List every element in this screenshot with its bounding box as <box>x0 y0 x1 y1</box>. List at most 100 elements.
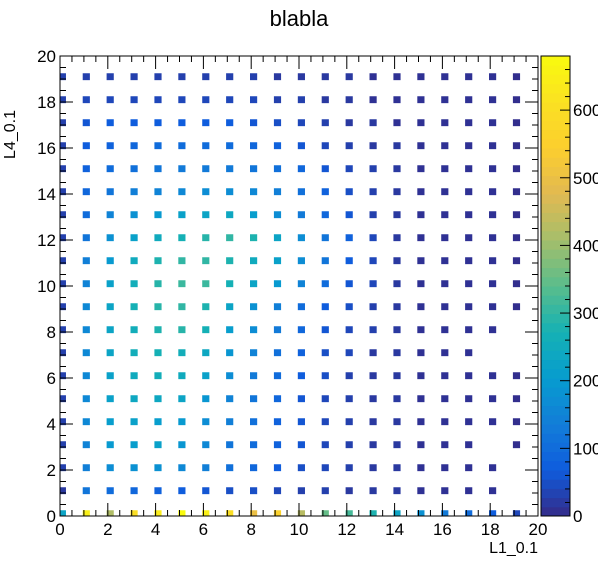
heatmap-cell <box>369 349 377 357</box>
heatmap-cell <box>60 165 66 173</box>
heatmap-cell <box>202 395 210 403</box>
heatmap-cell <box>441 96 449 104</box>
heatmap-cell <box>465 73 473 81</box>
y-tick-label: 2 <box>47 461 56 480</box>
heatmap-cell <box>178 96 186 104</box>
heatmap-cell <box>154 395 162 403</box>
heatmap-cell <box>512 303 521 311</box>
heatmap-cell <box>441 372 449 380</box>
heatmap-cell <box>321 372 329 380</box>
heatmap-cells <box>60 73 521 516</box>
heatmap-cell <box>82 487 90 495</box>
heatmap-cell <box>297 188 305 196</box>
heatmap-cell <box>345 303 353 311</box>
heatmap-cell <box>345 188 353 196</box>
heatmap-cell <box>273 73 282 81</box>
heatmap-cell <box>250 464 258 472</box>
colorbar-band <box>541 148 570 158</box>
heatmap-cell <box>512 510 521 516</box>
heatmap-cell <box>273 303 282 311</box>
x-tick-label: 10 <box>290 520 309 539</box>
y-axis: 0 2 4 6 8 10 12 14 16 18 20 <box>37 47 538 526</box>
colorbar-band <box>541 414 570 425</box>
heatmap-cell <box>369 487 377 495</box>
heatmap-cell <box>273 510 282 516</box>
heatmap-cell <box>369 188 377 196</box>
heatmap-cell <box>345 119 353 127</box>
heatmap-cell <box>393 165 401 173</box>
heatmap-cell <box>489 510 497 516</box>
heatmap-cell <box>417 510 425 516</box>
heatmap-cell <box>369 73 377 81</box>
heatmap-cell <box>489 326 497 334</box>
heatmap-cell <box>178 349 186 357</box>
colorbar-tick-label: 200 <box>573 372 598 391</box>
heatmap-cell <box>82 73 90 81</box>
colorbar-band <box>541 424 570 434</box>
heatmap-cell <box>297 418 305 426</box>
colorbar-tick-label: 100 <box>573 439 598 458</box>
heatmap-cell <box>369 418 377 426</box>
heatmap-cell <box>297 395 305 403</box>
colorbar-band <box>541 506 570 517</box>
heatmap-cell <box>321 280 329 288</box>
heatmap-cell <box>417 96 425 104</box>
x-tick-label: 12 <box>337 520 356 539</box>
heatmap-cell <box>512 395 521 403</box>
heatmap-cell <box>512 211 521 219</box>
heatmap-cell <box>250 119 258 127</box>
heatmap-cell <box>321 73 329 81</box>
heatmap-cell <box>60 395 66 403</box>
colorbar-band <box>541 203 570 213</box>
heatmap-cell <box>512 119 521 127</box>
y-tick-label: 10 <box>37 277 56 296</box>
x-tick-label: 18 <box>481 520 500 539</box>
heatmap-cell <box>178 142 186 150</box>
heatmap-cell <box>465 165 473 173</box>
colorbar-band <box>541 470 570 480</box>
heatmap-cell <box>321 142 329 150</box>
heatmap-cell <box>250 510 258 516</box>
colorbar-tick-label: 500 <box>573 169 598 188</box>
heatmap-cell <box>369 234 377 242</box>
heatmap-cell <box>489 73 497 81</box>
heatmap-cell <box>393 349 401 357</box>
heatmap-cell <box>106 349 114 357</box>
colorbar-band <box>541 286 570 296</box>
colorbar-band <box>541 194 570 204</box>
heatmap-cell <box>441 188 449 196</box>
heatmap-cell <box>393 372 401 380</box>
heatmap-cell <box>178 165 186 173</box>
heatmap-cell <box>82 349 90 357</box>
y-tick-label: 12 <box>37 231 56 250</box>
heatmap-cell <box>393 441 401 449</box>
heatmap-cell <box>417 211 425 219</box>
heatmap-cell <box>297 211 305 219</box>
heatmap-cell <box>489 487 497 495</box>
heatmap-cell <box>345 96 353 104</box>
heatmap-cell <box>202 119 210 127</box>
heatmap-cell <box>202 188 210 196</box>
heatmap-cell <box>60 96 66 104</box>
colorbar-band <box>541 92 570 103</box>
heatmap-cell <box>202 211 210 219</box>
colorbar-band <box>541 276 570 287</box>
heatmap-cell <box>178 372 186 380</box>
heatmap-cell <box>345 372 353 380</box>
heatmap-cell <box>202 326 210 334</box>
colorbar-band <box>541 138 570 149</box>
heatmap-cell <box>441 510 449 516</box>
heatmap-cell <box>60 234 66 242</box>
colorbar-band <box>541 304 570 315</box>
heatmap-cell <box>321 303 329 311</box>
colorbar-tick-label: 600 <box>573 101 598 120</box>
colorbar-band <box>541 65 570 75</box>
heatmap-cell <box>226 119 234 127</box>
heatmap-cell <box>345 165 353 173</box>
heatmap-cell <box>297 96 305 104</box>
heatmap-cell <box>82 418 90 426</box>
y-tick-label: 6 <box>47 369 56 388</box>
heatmap-cell <box>130 188 138 196</box>
heatmap-cell <box>512 165 521 173</box>
heatmap-cell <box>393 326 401 334</box>
